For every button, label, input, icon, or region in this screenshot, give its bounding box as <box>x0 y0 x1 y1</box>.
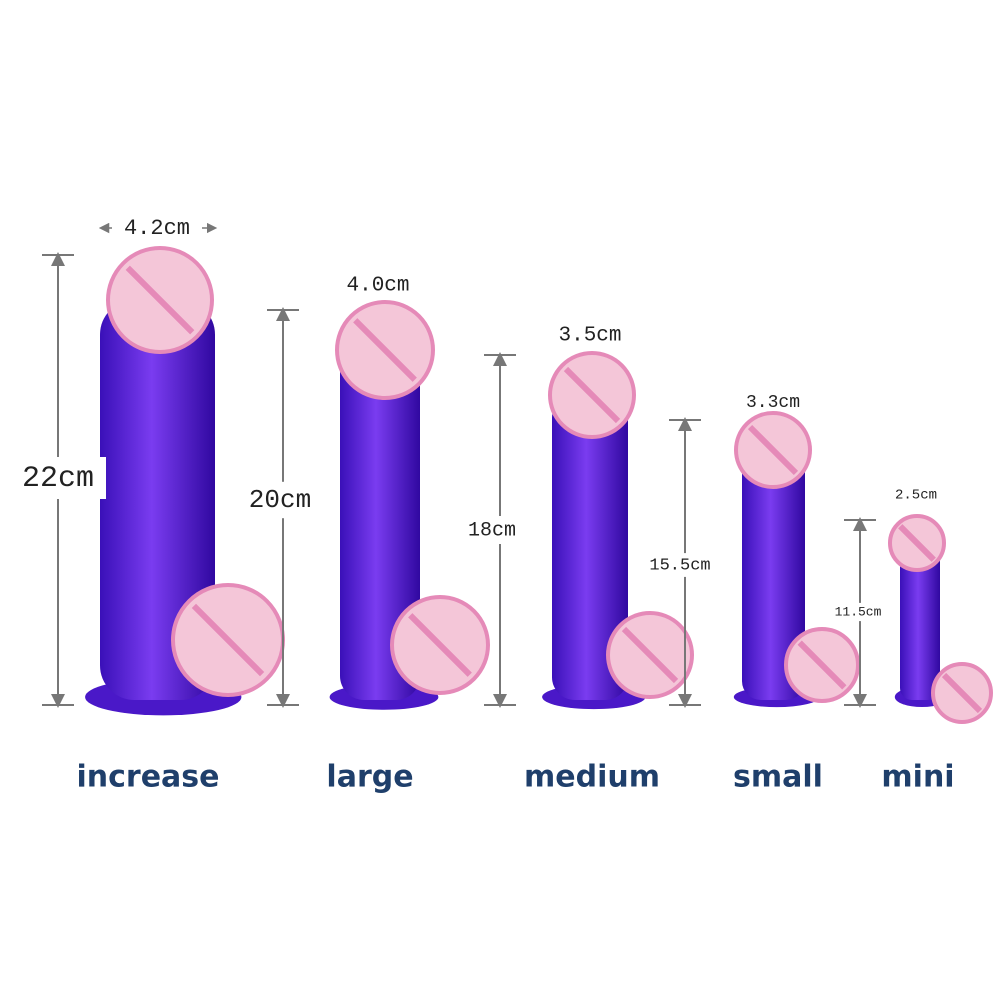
length-label: 15.5cm <box>649 556 710 575</box>
product-body <box>340 350 420 700</box>
censor-slash <box>563 366 621 424</box>
size-name: increase <box>76 760 219 795</box>
length-label: 20cm <box>249 485 311 515</box>
width-label: 4.2cm <box>124 216 190 241</box>
width-label: 4.0cm <box>346 275 409 298</box>
length-label: 11.5cm <box>835 604 882 619</box>
label-backdrop <box>837 602 879 622</box>
censor-slash <box>898 524 936 562</box>
size-name: medium <box>524 760 660 795</box>
censor-slash <box>941 672 983 714</box>
censor-slash <box>797 640 847 690</box>
product-body <box>552 395 628 700</box>
product-body <box>742 450 805 700</box>
width-label: 2.5cm <box>895 488 937 504</box>
width-label: 3.5cm <box>558 325 621 348</box>
size-name: large <box>326 760 413 795</box>
label-backdrop <box>652 553 708 577</box>
censor-slash <box>191 603 265 677</box>
censor-slash <box>408 613 472 677</box>
censor-slash <box>621 626 679 684</box>
product-body <box>100 300 215 700</box>
label-backdrop <box>10 457 106 499</box>
length-label: 18cm <box>468 519 516 542</box>
length-label: 22cm <box>22 462 94 496</box>
label-backdrop <box>112 214 202 242</box>
size-name: small <box>733 760 823 795</box>
label-backdrop <box>238 481 322 519</box>
censor-slash <box>747 424 799 476</box>
censor-slash <box>353 318 417 382</box>
product-body <box>900 543 940 700</box>
size-name: mini <box>881 760 954 795</box>
width-label: 3.3cm <box>746 393 800 413</box>
censor-slash <box>125 265 195 335</box>
label-backdrop <box>460 516 524 544</box>
